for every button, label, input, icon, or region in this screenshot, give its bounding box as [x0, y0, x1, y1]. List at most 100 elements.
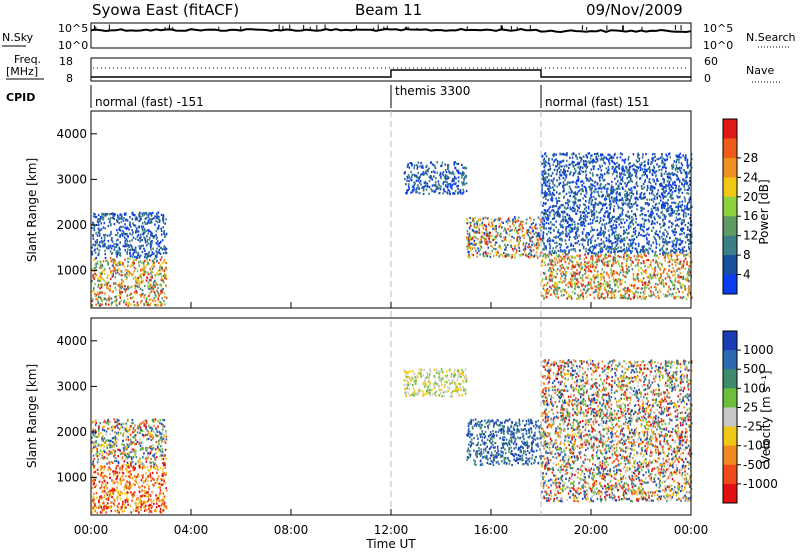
scatter-point	[653, 166, 656, 169]
scatter-point	[589, 266, 592, 269]
scatter-point	[563, 153, 565, 156]
scatter-point	[552, 182, 554, 185]
scatter-point	[99, 216, 102, 219]
scatter-point	[655, 209, 657, 212]
scatter-point	[566, 213, 568, 216]
scatter-point	[150, 272, 152, 275]
scatter-point	[675, 237, 677, 240]
scatter-point	[525, 222, 527, 225]
scatter-point	[662, 177, 664, 180]
scatter-point	[146, 238, 149, 241]
scatter-point	[503, 229, 505, 232]
scatter-point	[545, 257, 547, 260]
scatter-point	[565, 202, 567, 205]
scatter-point	[119, 234, 122, 237]
scatter-point	[104, 256, 107, 259]
scatter-point	[505, 248, 507, 251]
scatter-point	[134, 246, 137, 249]
scatter-point	[127, 270, 130, 273]
scatter-point	[640, 287, 643, 290]
scatter-point	[643, 225, 645, 228]
scatter-point	[146, 264, 148, 267]
scatter-point	[95, 262, 97, 265]
scatter-point	[636, 250, 639, 253]
scatter-point	[573, 292, 576, 295]
scatter-point	[119, 296, 121, 299]
scatter-point	[684, 156, 686, 159]
scatter-point	[592, 158, 595, 161]
scatter-point	[101, 303, 103, 306]
scatter-point	[592, 174, 594, 177]
scatter-point	[113, 259, 115, 262]
scatter-point	[140, 225, 143, 228]
scatter-point	[624, 286, 626, 290]
scatter-point	[606, 194, 609, 197]
scatter-point	[106, 276, 109, 279]
scatter-point	[612, 190, 615, 194]
scatter-point	[121, 273, 123, 277]
scatter-point	[569, 283, 572, 286]
scatter-point	[629, 297, 632, 301]
scatter-point	[493, 228, 496, 231]
scatter-point	[666, 201, 668, 204]
scatter-point	[111, 251, 114, 255]
scatter-point	[142, 261, 145, 265]
scatter-point	[680, 252, 683, 255]
scatter-point	[468, 245, 470, 248]
scatter-point	[646, 232, 649, 235]
scatter-point	[574, 277, 576, 280]
scatter-point	[472, 229, 475, 232]
scatter-point	[625, 270, 628, 274]
scatter-point	[413, 189, 415, 192]
nsky-right-tick-high: 10^5	[703, 22, 733, 35]
scatter-point	[154, 257, 156, 260]
scatter-point	[610, 293, 613, 296]
scatter-point	[612, 264, 614, 267]
scatter-point	[555, 246, 557, 249]
scatter-point	[674, 189, 677, 192]
scatter-point	[595, 285, 597, 288]
scatter-point	[573, 172, 575, 175]
scatter-point	[590, 284, 592, 288]
scatter-point	[605, 197, 608, 200]
scatter-point	[608, 195, 610, 198]
scatter-point	[640, 262, 642, 265]
scatter-point	[617, 290, 620, 293]
scatter-point	[562, 184, 564, 187]
scatter-point	[101, 291, 104, 294]
scatter-point	[493, 247, 495, 250]
scatter-point	[560, 225, 562, 228]
scatter-point	[92, 221, 94, 224]
scatter-point	[104, 214, 106, 217]
scatter-point	[675, 241, 678, 244]
scatter-point	[672, 274, 674, 277]
scatter-point	[120, 225, 122, 228]
scatter-point	[623, 169, 626, 172]
scatter-point	[683, 254, 685, 257]
scatter-point	[107, 303, 110, 306]
scatter-point	[662, 205, 665, 208]
scatter-point	[631, 205, 633, 208]
scatter-point	[620, 182, 623, 186]
scatter-point	[156, 227, 159, 230]
scatter-point	[124, 274, 127, 278]
scatter-point	[618, 223, 621, 226]
scatter-point	[584, 253, 586, 256]
scatter-point	[677, 176, 679, 179]
scatter-point	[582, 181, 585, 184]
scatter-point	[669, 206, 671, 209]
scatter-point	[155, 237, 158, 240]
scatter-point	[541, 154, 544, 157]
scatter-point	[149, 242, 152, 245]
scatter-point	[667, 202, 669, 205]
scatter-point	[137, 230, 140, 233]
scatter-point	[650, 264, 652, 267]
scatter-point	[161, 291, 164, 294]
scatter-point	[598, 232, 601, 235]
scatter-point	[683, 196, 686, 199]
scatter-point	[615, 224, 617, 227]
scatter-point	[603, 271, 605, 274]
scatter-point	[550, 226, 552, 229]
scatter-point	[571, 274, 574, 277]
scatter-point	[594, 277, 596, 280]
